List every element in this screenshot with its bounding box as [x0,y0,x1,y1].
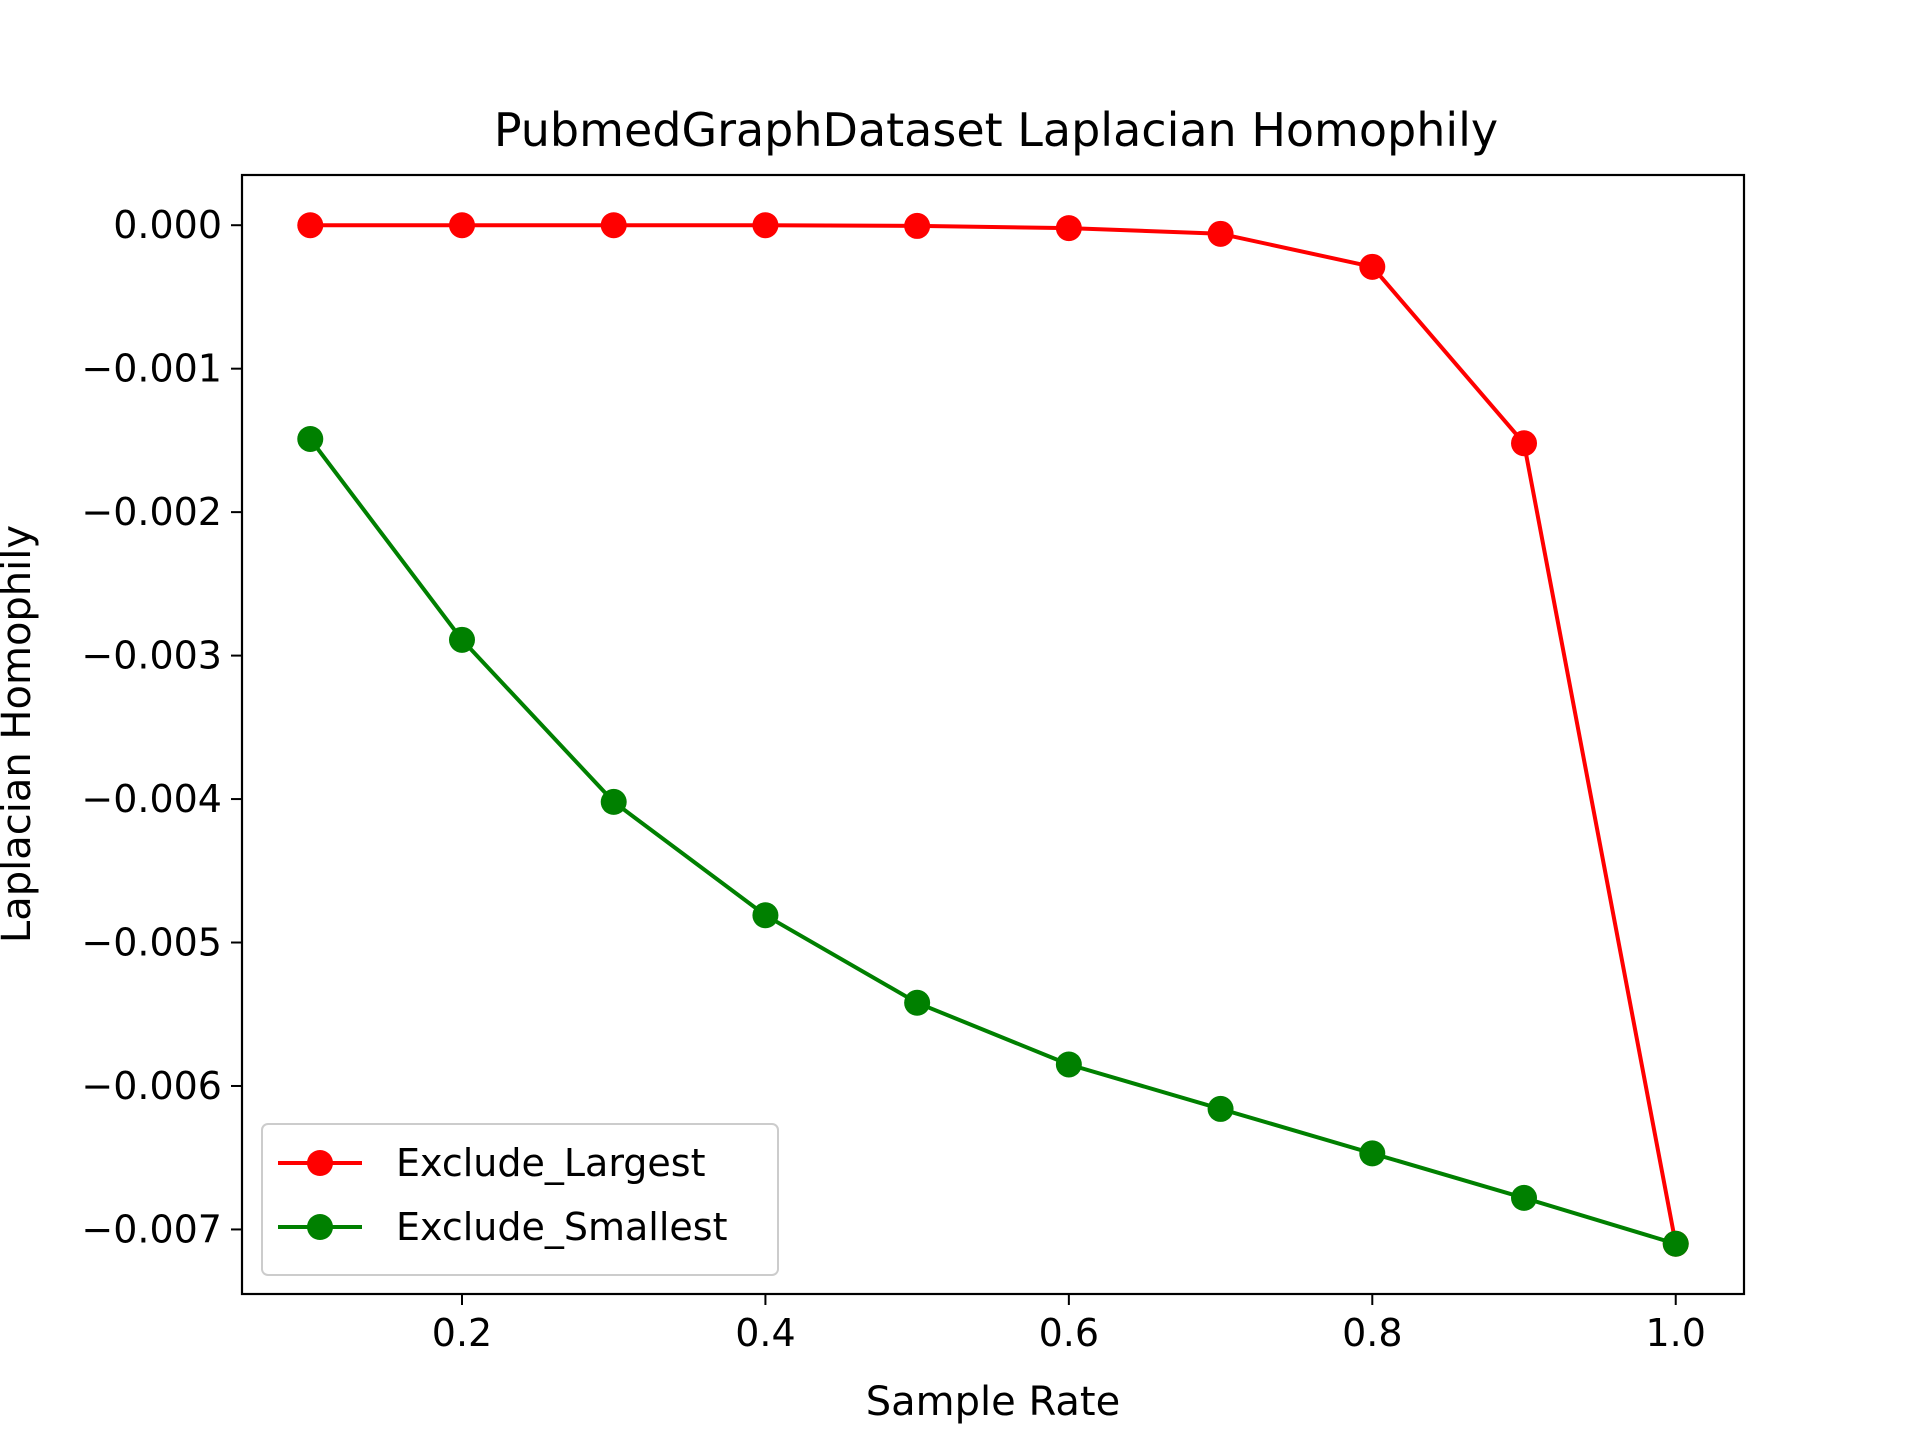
legend-label-exclude-largest: Exclude_Largest [396,1141,705,1185]
y-tick-label: −0.005 [81,921,222,965]
data-point-exclude-smallest [1207,1095,1234,1122]
y-axis: 0.000 −0.001 −0.002 −0.003 −0.004 −0.005 −0.00… [81,203,242,1251]
y-tick-label: −0.006 [81,1064,222,1108]
x-axis-label: Sample Rate [866,1379,1120,1425]
data-point-exclude-largest [600,212,627,239]
data-point-exclude-largest [752,212,779,239]
x-axis: 0.2 0.4 0.6 0.8 1.0 [432,1294,1706,1355]
data-point-exclude-largest [1511,430,1538,457]
x-tick-label: 0.8 [1342,1311,1402,1355]
data-point-exclude-largest [297,212,324,239]
y-tick-label: −0.003 [81,634,222,678]
y-tick-label: −0.004 [81,777,222,821]
x-tick-label: 0.2 [432,1311,492,1355]
data-point-exclude-largest [1207,220,1234,247]
data-point-exclude-largest [904,212,931,239]
plot-frame [240,173,1746,1296]
data-point-exclude-largest [1055,215,1082,242]
legend-frame [261,1123,779,1276]
data-point-exclude-smallest [1359,1140,1386,1167]
x-tick-label: 0.4 [735,1311,795,1355]
series-line-exclude-smallest [308,437,1677,1246]
legend: Exclude_Largest Exclude_Smallest [261,1123,779,1276]
data-point-exclude-largest [1359,253,1386,280]
data-point-exclude-smallest [297,425,324,452]
data-point-exclude-smallest [1511,1184,1538,1211]
legend-marker-exclude-largest [307,1150,333,1176]
plot-layer [297,212,1689,1257]
y-tick-label: −0.007 [81,1207,222,1251]
y-axis-label: Laplacian Homophily [0,525,40,943]
y-tick-label: −0.001 [81,347,222,391]
x-tick-label: 1.0 [1646,1311,1706,1355]
data-point-exclude-smallest [904,989,931,1016]
y-tick-label: −0.002 [81,490,222,534]
data-point-exclude-smallest [1662,1230,1689,1257]
x-tick-label: 0.6 [1039,1311,1099,1355]
legend-marker-exclude-smallest [307,1214,333,1240]
data-point-exclude-smallest [1055,1051,1082,1078]
series-line-exclude-largest [310,223,1678,1245]
chart-title: PubmedGraphDataset Laplacian Homophily [494,103,1498,157]
data-point-exclude-largest [448,212,475,239]
data-point-exclude-smallest [448,626,475,653]
data-point-exclude-smallest [752,902,779,929]
legend-label-exclude-smallest: Exclude_Smallest [396,1205,727,1249]
data-point-exclude-smallest [600,788,627,815]
y-tick-label: 0.000 [113,203,222,247]
